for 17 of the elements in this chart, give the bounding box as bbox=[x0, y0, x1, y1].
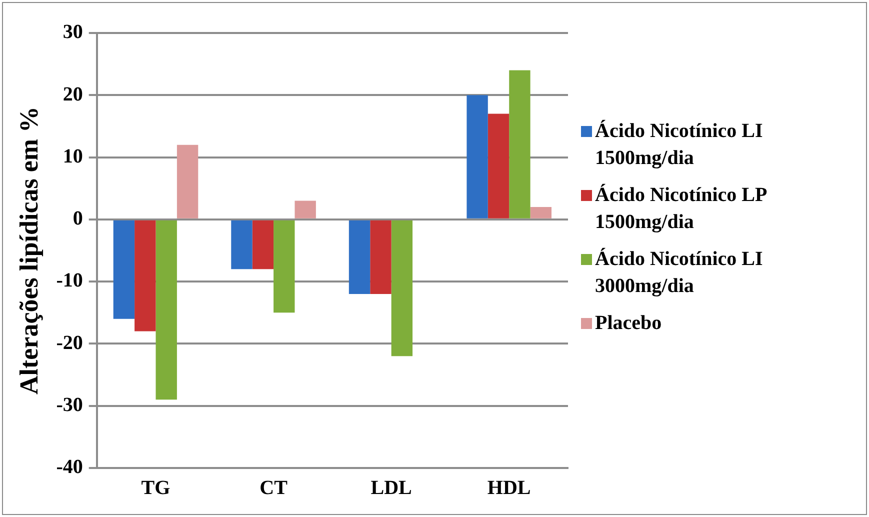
y-tick-label: -10 bbox=[56, 270, 83, 292]
y-tick-label: -40 bbox=[56, 456, 83, 478]
legend-label: Ácido Nicotínico LI 3000mg/dia bbox=[595, 246, 764, 299]
y-tick-label: 10 bbox=[62, 145, 83, 168]
x-tick-label: CT bbox=[260, 477, 288, 500]
y-tick-label: -20 bbox=[56, 332, 83, 354]
x-tick-label: LDL bbox=[370, 477, 412, 500]
x-tick-label: TG bbox=[141, 477, 171, 500]
y-tick-label: 0 bbox=[72, 208, 83, 230]
legend-label: Ácido Nicotínico LI 1500mg/dia bbox=[595, 118, 764, 171]
legend-label: Placebo bbox=[595, 311, 662, 336]
y-tick-label: -30 bbox=[56, 394, 83, 416]
y-tick-label: 20 bbox=[62, 83, 83, 106]
y-tick-label: 30 bbox=[62, 21, 83, 44]
legend-label: Ácido Nicotínico LP 1500mg/dia bbox=[595, 182, 768, 235]
y-axis-title: Alterações lipídicas em % bbox=[14, 106, 44, 395]
x-tick-label: HDL bbox=[487, 477, 531, 500]
